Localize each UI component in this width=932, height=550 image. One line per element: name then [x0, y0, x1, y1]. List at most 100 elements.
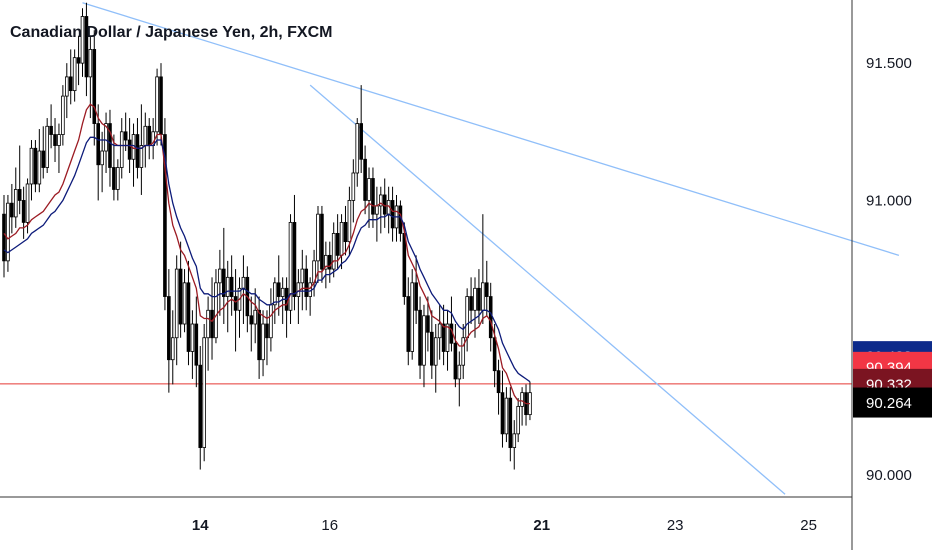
candle-body: [29, 147, 34, 185]
candle-body: [249, 315, 254, 325]
candle-body: [406, 296, 411, 352]
candle-body: [206, 309, 210, 339]
candle: [320, 205, 324, 283]
candle-body: [13, 189, 18, 218]
candle-body: [2, 213, 6, 262]
candle-body: [335, 232, 340, 256]
candle: [418, 296, 422, 379]
candle: [163, 118, 167, 311]
candle-body: [194, 323, 199, 366]
candle: [265, 310, 269, 366]
candle: [53, 118, 57, 163]
candle: [414, 255, 418, 325]
candle-body: [76, 57, 81, 64]
candle: [68, 49, 73, 105]
candle: [182, 269, 187, 333]
candle-body: [155, 76, 159, 133]
candle: [484, 260, 489, 316]
candle-body: [104, 123, 108, 152]
price-badge-label: 90.264: [866, 395, 912, 412]
candle-body: [108, 123, 112, 168]
candle-body: [92, 49, 97, 124]
candle: [496, 359, 501, 415]
candle: [155, 68, 159, 146]
candle-body: [139, 145, 144, 168]
candle-body: [265, 323, 269, 339]
candle-body: [116, 167, 120, 190]
candle: [331, 222, 336, 278]
price-badge: 90.264: [853, 387, 932, 418]
time-axis[interactable]: 14 16 21 23 25: [192, 517, 817, 534]
candle: [21, 186, 26, 239]
candle-body: [21, 200, 26, 223]
plot-area[interactable]: [0, 2, 900, 495]
candle-body: [280, 287, 285, 297]
candle: [249, 296, 254, 352]
candle: [355, 118, 360, 187]
candle-body: [378, 194, 383, 207]
candle-body: [257, 309, 261, 361]
candle: [186, 260, 191, 366]
candle-body: [477, 287, 481, 311]
candle: [2, 194, 6, 278]
candle-body: [135, 134, 140, 168]
trendline[interactable]: [82, 2, 900, 256]
candle-body: [437, 323, 442, 339]
candle: [41, 126, 46, 179]
trendline[interactable]: [309, 84, 786, 495]
candle: [261, 310, 265, 377]
time-tick-label: 16: [321, 517, 338, 534]
candle-body: [504, 397, 509, 435]
candle: [437, 304, 442, 360]
candle-body: [457, 364, 462, 380]
candle: [206, 296, 210, 371]
candle-body: [359, 123, 363, 160]
candle: [33, 140, 38, 193]
candle-body: [418, 309, 422, 366]
candle-body: [327, 254, 332, 270]
moving-average-fast: [3, 103, 530, 405]
candle: [210, 277, 214, 360]
candle-body: [218, 268, 222, 284]
candle: [410, 269, 414, 360]
candle-body: [520, 392, 524, 407]
candle-body: [37, 150, 42, 185]
candle-body: [190, 323, 195, 352]
candle: [214, 269, 218, 344]
candle-body: [186, 282, 191, 352]
candle: [72, 49, 77, 102]
candle: [65, 63, 69, 119]
candle: [445, 310, 450, 371]
candle-body: [53, 134, 57, 146]
candle-body: [363, 158, 367, 201]
price-badge-bg: [853, 387, 932, 418]
candle: [304, 255, 309, 311]
price-axis[interactable]: 91.500 91.000 90.000: [866, 55, 912, 484]
candle: [45, 118, 49, 173]
candle-body: [6, 202, 10, 262]
candle-body: [96, 123, 101, 166]
candle: [300, 249, 305, 311]
candle: [57, 123, 61, 173]
candle-body: [473, 287, 477, 311]
candle-body: [233, 296, 238, 311]
candle-body: [143, 125, 148, 146]
candle-body: [371, 178, 375, 215]
candle: [17, 145, 22, 215]
candle: [174, 255, 179, 366]
candle: [327, 241, 332, 283]
candle-body: [367, 178, 371, 201]
candle-body: [178, 268, 183, 325]
candle-body: [496, 370, 501, 394]
candle-body: [261, 323, 265, 361]
candle: [351, 159, 356, 223]
candle: [218, 249, 222, 316]
candle-body: [273, 282, 277, 306]
candle: [13, 167, 18, 228]
candle-body: [163, 134, 167, 297]
candle-body: [484, 282, 489, 297]
candle: [139, 104, 144, 195]
price-tick-label: 90.000: [866, 467, 912, 484]
